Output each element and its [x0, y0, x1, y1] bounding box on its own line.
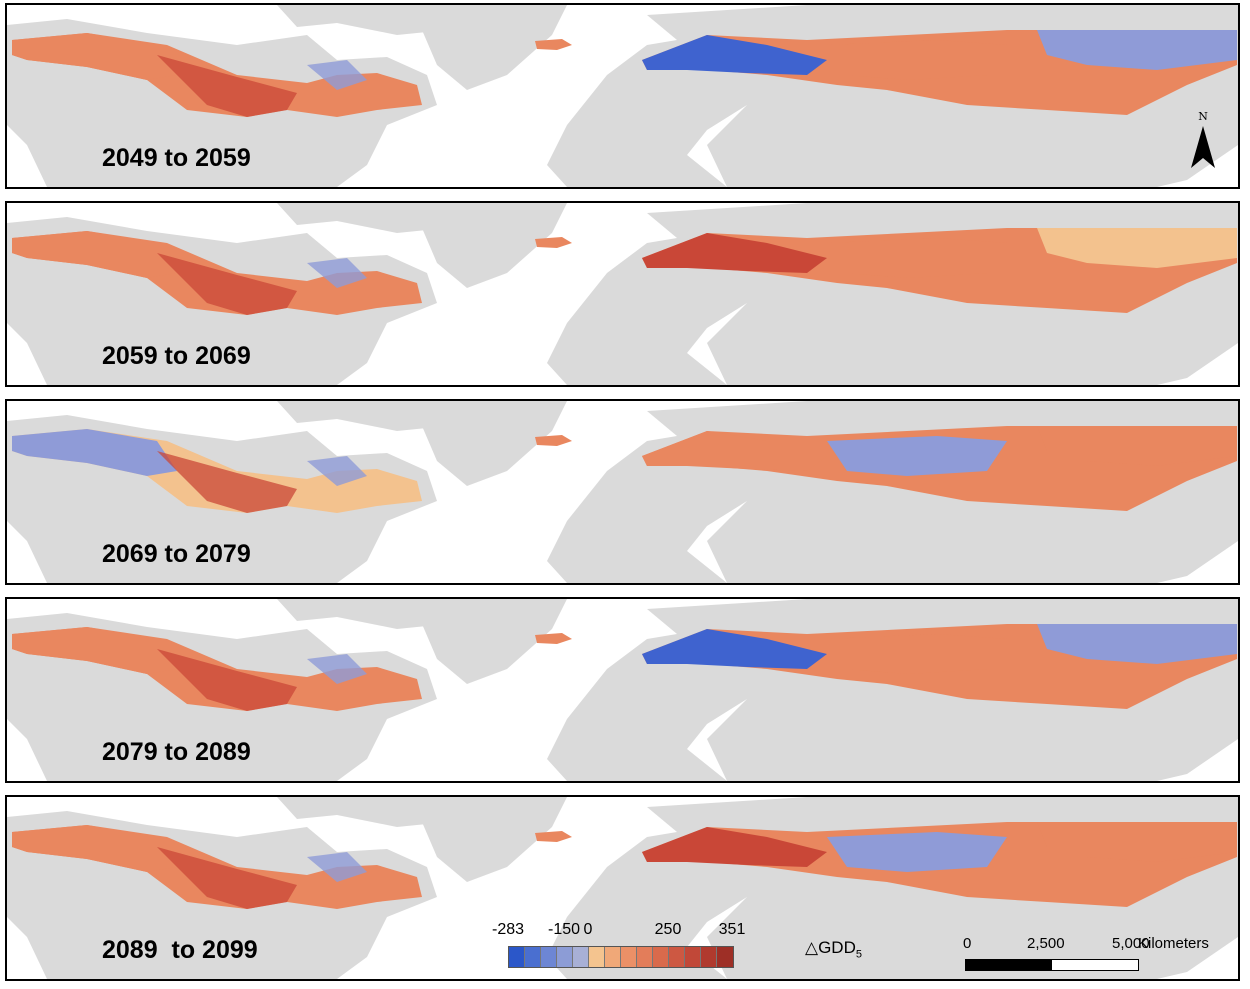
europe-africa-land [547, 629, 767, 781]
variable-label: △GDD5 [805, 938, 862, 960]
iceland [535, 435, 572, 446]
legend-swatch [685, 947, 701, 967]
iceland [535, 831, 572, 842]
europe-africa-land [547, 827, 767, 979]
legend-swatch [589, 947, 605, 967]
eurasia-east-zone [1037, 228, 1237, 268]
eurasia-center-zone [827, 436, 1007, 476]
scale-label-2500: 2,500 [1027, 935, 1065, 952]
legend-tick-label: 0 [583, 921, 593, 938]
variable-subscript: 5 [855, 948, 862, 961]
panel-period-label: 2059 to 2069 [102, 342, 251, 370]
na-core-zone [157, 847, 297, 909]
variable-name: GDD [818, 938, 856, 957]
map-graphic [7, 599, 1238, 781]
map-panel: 2069 to 2079 [5, 399, 1240, 585]
delta-symbol: △ [805, 938, 819, 957]
legend-swatch [717, 947, 733, 967]
na-hudson-zone [307, 654, 367, 684]
greenland [407, 401, 567, 486]
map-panel: 2089 to 2099 [5, 795, 1240, 981]
north-letter: N [1198, 110, 1208, 123]
legend-tick-label: -150 [547, 921, 581, 938]
europe-africa-land [547, 35, 767, 187]
north-arrow-icon [1191, 126, 1215, 168]
legend-swatch [573, 947, 589, 967]
greenland [407, 797, 567, 882]
eurasia-east-zone [1037, 426, 1237, 466]
map-graphic [7, 401, 1238, 583]
na-core-zone [157, 55, 297, 117]
na-core-zone [157, 649, 297, 711]
na-west-zone [12, 825, 177, 872]
eurasia-west-zone [642, 629, 827, 669]
greenland [407, 5, 567, 90]
iceland [535, 237, 572, 248]
eurasia-center-zone [827, 634, 1007, 674]
iceland [535, 39, 572, 50]
panel-period-label: 2049 to 2059 [102, 144, 251, 172]
map-panel: 2059 to 2069 [5, 201, 1240, 387]
map-graphic [7, 203, 1238, 385]
europe-africa-land [547, 233, 767, 385]
legend-tick-label: 250 [654, 921, 682, 938]
map-panel: 2049 to 2059 [5, 3, 1240, 189]
greenland [407, 599, 567, 684]
eurasia-east-zone [1037, 624, 1237, 664]
legend-swatch [557, 947, 573, 967]
eurasia-west-zone [642, 35, 827, 75]
eurasia-center-zone [827, 238, 1007, 278]
europe-africa-land [547, 431, 767, 583]
eurasia-west-zone [642, 431, 827, 471]
legend-swatch [525, 947, 541, 967]
na-hudson-zone [307, 852, 367, 882]
na-hudson-zone [307, 258, 367, 288]
scale-label-0: 0 [963, 935, 972, 952]
na-hudson-zone [307, 60, 367, 90]
legend-swatch [621, 947, 637, 967]
map-graphic [7, 797, 1238, 979]
na-west-zone [12, 33, 177, 80]
legend-swatch [605, 947, 621, 967]
eurasia-center-zone [827, 832, 1007, 872]
eurasia-center-zone [827, 40, 1007, 80]
legend-swatch [653, 947, 669, 967]
eurasia-east-zone [1037, 822, 1237, 862]
panel-period-label: 2069 to 2079 [102, 540, 251, 568]
na-hudson-zone [307, 456, 367, 486]
map-panel: 2079 to 2089 [5, 597, 1240, 783]
panel-period-label: 2079 to 2089 [102, 738, 251, 766]
greenland [407, 203, 567, 288]
na-west-zone [12, 231, 177, 278]
na-west-zone [12, 429, 177, 476]
na-core-zone [157, 253, 297, 315]
legend-color-bar [508, 946, 734, 968]
eurasia-west-zone [642, 827, 827, 867]
scale-bar-graphic [965, 959, 1139, 971]
na-west-zone [12, 627, 177, 674]
legend-swatch [509, 947, 525, 967]
scale-bar: 0 2,500 5,000 Kilometers [960, 935, 1240, 975]
scale-unit: Kilometers [1138, 935, 1209, 952]
legend-tick-label: 351 [718, 921, 746, 938]
eurasia-east-zone [1037, 30, 1237, 70]
panel-period-label: 2089 to 2099 [102, 936, 258, 964]
legend-swatch [637, 947, 653, 967]
na-core-zone [157, 451, 297, 513]
map-graphic [7, 5, 1238, 187]
legend-tick-labels: -283 -150 0 250 351 [480, 921, 770, 941]
legend-swatch [541, 947, 557, 967]
legend-swatch [669, 947, 685, 967]
iceland [535, 633, 572, 644]
legend: -283 -150 0 250 351 [480, 921, 770, 981]
eurasia-west-zone [642, 233, 827, 273]
north-arrow: N [1183, 110, 1223, 170]
legend-swatch [701, 947, 717, 967]
scale-label-5000: 5,000 [1112, 935, 1150, 952]
legend-tick-label: -283 [491, 921, 525, 938]
